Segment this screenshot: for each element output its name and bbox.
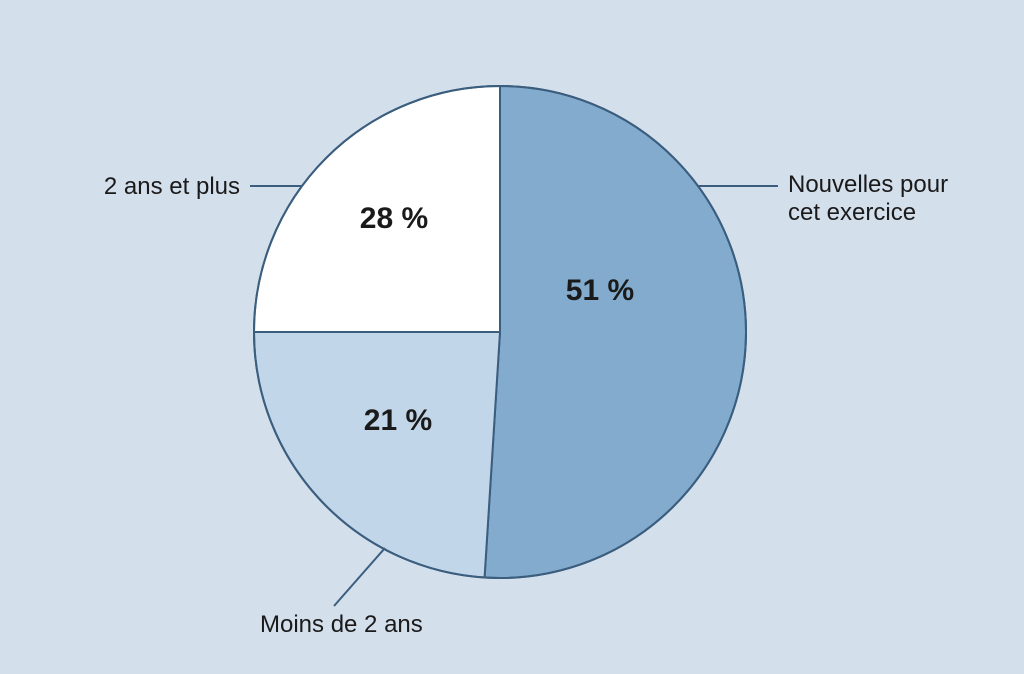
pie-pct-moins2: 21 %	[364, 404, 432, 437]
pie-pct-plus2: 28 %	[360, 202, 428, 235]
pie-chart-container: 51 %21 %28 %Nouvelles pourcet exerciceMo…	[0, 0, 1024, 674]
pie-chart-svg: 51 %21 %28 %Nouvelles pourcet exerciceMo…	[0, 0, 1024, 674]
pie-pct-nouvelles: 51 %	[566, 274, 634, 307]
pie-label-moins2: Moins de 2 ans	[260, 611, 423, 638]
pie-label-plus2: 2 ans et plus	[104, 173, 240, 200]
